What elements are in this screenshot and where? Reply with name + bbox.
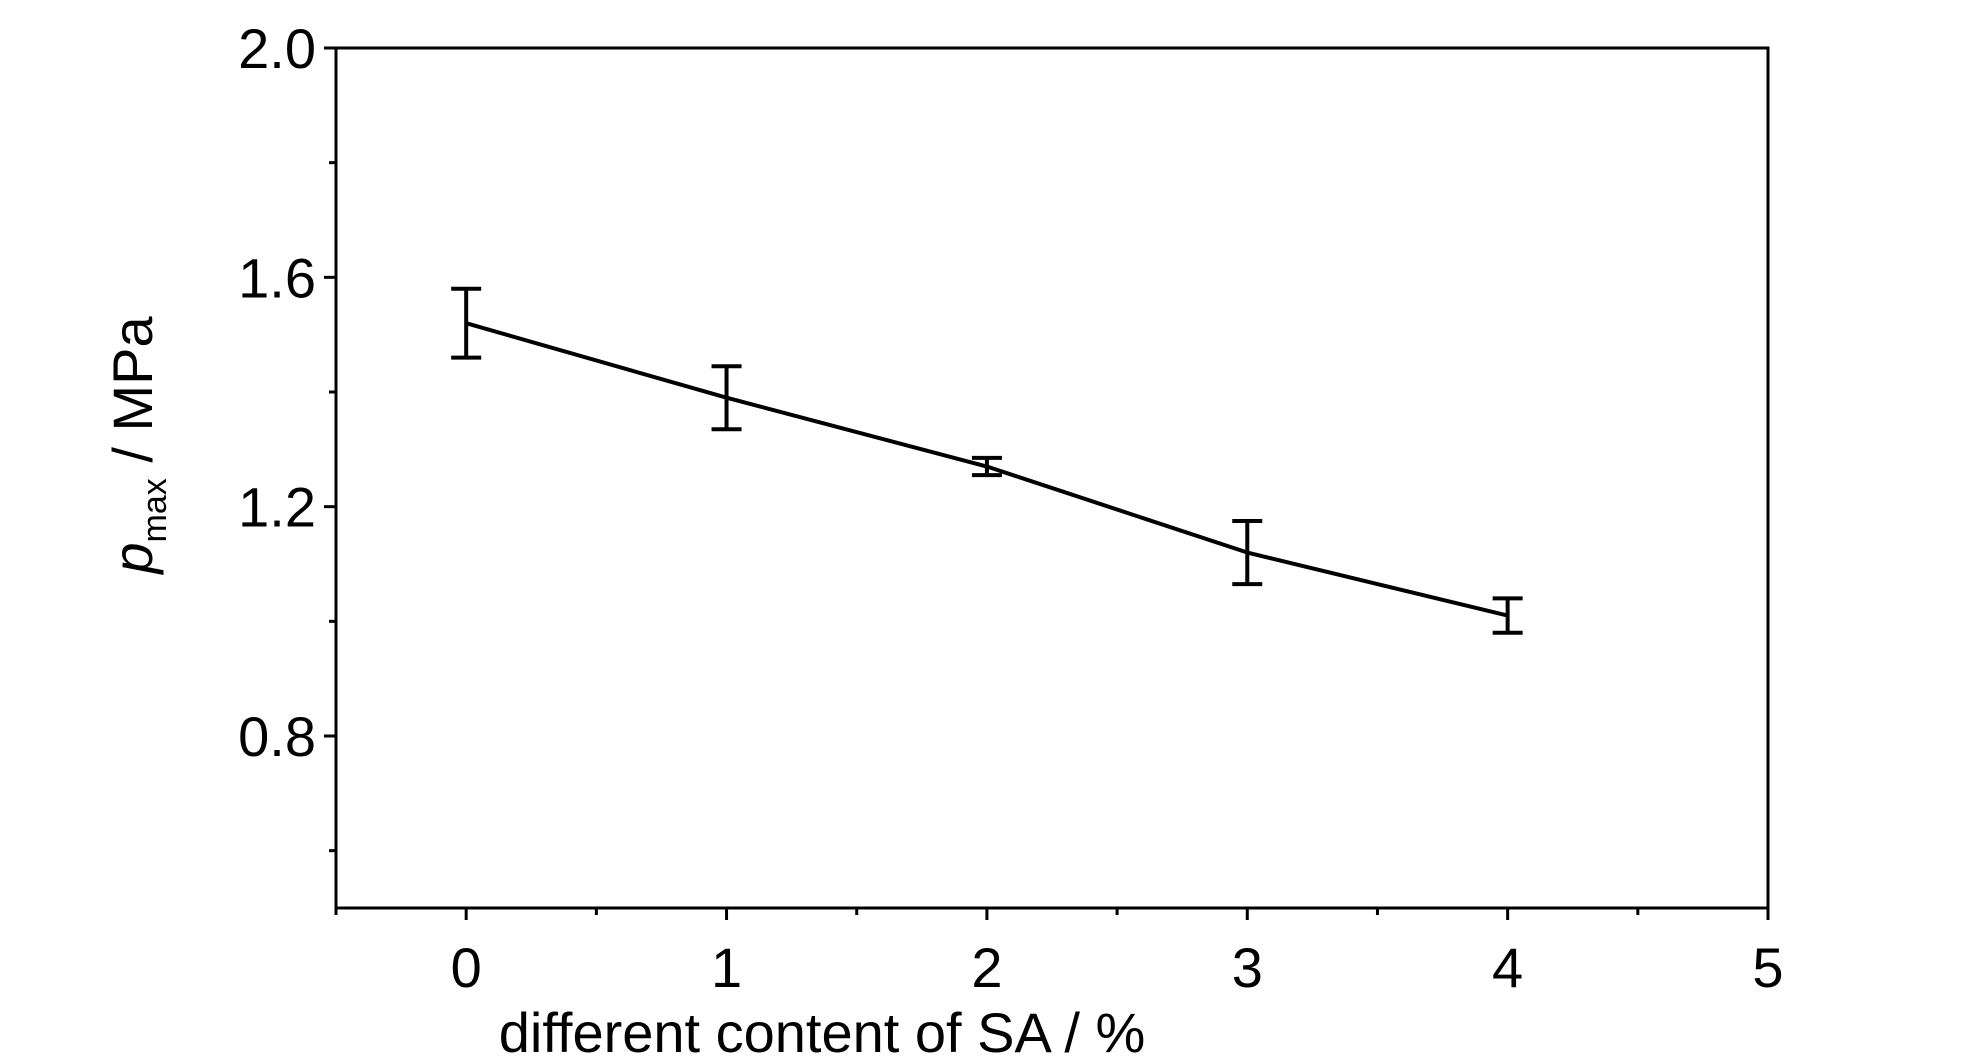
x-tick-label: 1 bbox=[711, 936, 742, 999]
y-axis-title: pmax / MPa bbox=[101, 316, 174, 576]
plot-frame bbox=[334, 46, 1770, 910]
y-axis-symbol: p bbox=[101, 542, 164, 575]
x-tick-label: 3 bbox=[1232, 936, 1263, 999]
error-bar bbox=[1232, 519, 1263, 587]
error-bar bbox=[971, 455, 1002, 478]
error-bar bbox=[1492, 596, 1523, 635]
x-axis-title: different content of SA / % bbox=[499, 1001, 1146, 1062]
x-tick-label: 0 bbox=[451, 936, 482, 999]
y-tick-label: 1.6 bbox=[238, 246, 316, 309]
y-tick-label: 0.8 bbox=[238, 705, 316, 768]
error-bar bbox=[711, 364, 742, 432]
x-tick-label: 2 bbox=[971, 936, 1002, 999]
error-bar bbox=[451, 286, 482, 360]
series bbox=[451, 286, 1523, 635]
x-tick-label: 5 bbox=[1752, 936, 1783, 999]
x-tick-label: 4 bbox=[1492, 936, 1523, 999]
y-axis-unit: / MPa bbox=[101, 316, 164, 479]
ticks bbox=[324, 46, 1770, 920]
y-tick-label: 1.2 bbox=[238, 476, 316, 539]
y-tick-label: 2.0 bbox=[238, 17, 316, 80]
tick-labels: 0 1 2 3 4 5 0.8 1.2 1.6 2.0 bbox=[238, 17, 1783, 999]
y-axis-subscript: max bbox=[136, 478, 174, 542]
